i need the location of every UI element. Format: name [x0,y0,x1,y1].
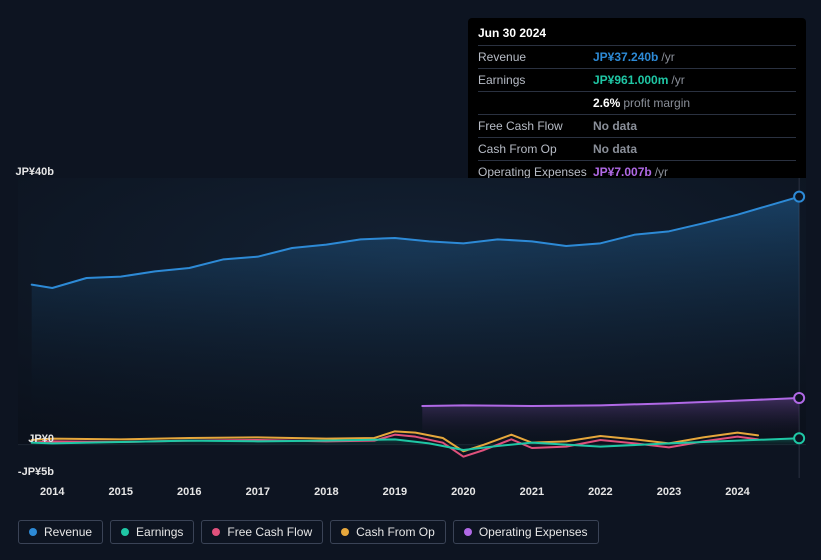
row-unit: /yr [655,165,668,179]
x-tick-label: 2014 [40,486,64,498]
tooltip-row: Earnings JP¥961.000m/yr [478,68,796,91]
legend-dot-icon [29,528,37,536]
x-tick-label: 2023 [657,486,681,498]
x-tick-label: 2024 [725,486,749,498]
legend-label: Earnings [136,525,183,539]
row-value: JP¥961.000m [593,73,668,87]
row-label: Cash From Op [478,141,593,157]
legend-dot-icon [212,528,220,536]
tooltip-row: 2.6%profit margin [478,91,796,114]
tooltip-date: Jun 30 2024 [478,24,796,45]
y-tick-label: JP¥40b [0,166,58,178]
row-unit: profit margin [623,96,690,110]
x-tick-label: 2022 [588,486,612,498]
row-label: Free Cash Flow [478,118,593,134]
legend-dot-icon [121,528,129,536]
legend-dot-icon [341,528,349,536]
legend-item-revenue[interactable]: Revenue [18,520,103,544]
row-unit: /yr [671,73,684,87]
x-tick-label: 2016 [177,486,201,498]
row-value: JP¥7.007b [593,165,652,179]
chart-plot[interactable] [18,178,806,478]
x-tick-label: 2015 [109,486,133,498]
row-value: 2.6% [593,96,620,110]
y-tick-label: JP¥0 [0,433,58,445]
x-tick-label: 2020 [451,486,475,498]
row-label: Earnings [478,72,593,88]
legend: Revenue Earnings Free Cash Flow Cash From O… [18,520,599,544]
chart-svg [18,178,806,478]
y-tick-label: -JP¥5b [0,466,58,478]
row-unit: /yr [661,50,674,64]
x-tick-label: 2019 [383,486,407,498]
row-value: No data [593,142,637,156]
row-value: No data [593,119,637,133]
row-label [478,95,593,111]
row-value: JP¥37.240b [593,50,658,64]
row-label: Revenue [478,49,593,65]
legend-label: Cash From Op [356,525,435,539]
legend-label: Operating Expenses [479,525,588,539]
legend-item-earnings[interactable]: Earnings [110,520,194,544]
legend-dot-icon [464,528,472,536]
tooltip-row: Free Cash Flow No data [478,114,796,137]
legend-label: Free Cash Flow [227,525,312,539]
legend-item-fcf[interactable]: Free Cash Flow [201,520,323,544]
x-tick-label: 2017 [246,486,270,498]
x-tick-label: 2021 [520,486,544,498]
tooltip-row: Cash From Op No data [478,137,796,160]
tooltip-panel: Jun 30 2024 Revenue JP¥37.240b/yr Earnin… [468,18,806,191]
tooltip-row: Revenue JP¥37.240b/yr [478,45,796,68]
legend-item-opex[interactable]: Operating Expenses [453,520,599,544]
legend-item-cfo[interactable]: Cash From Op [330,520,446,544]
x-tick-label: 2018 [314,486,338,498]
legend-label: Revenue [44,525,92,539]
